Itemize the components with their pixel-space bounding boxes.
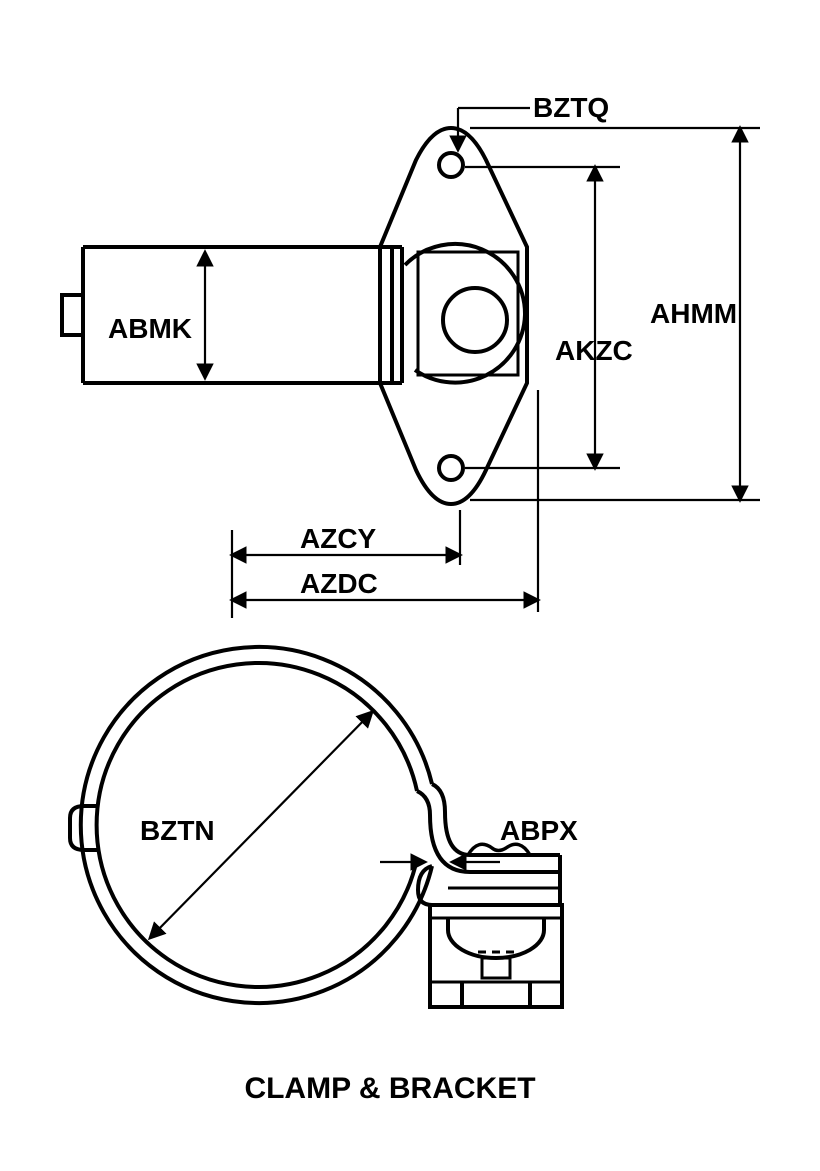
diagram-title: CLAMP & BRACKET — [244, 1072, 535, 1105]
label-bztn: BZTN — [140, 815, 215, 846]
ring — [81, 647, 432, 1003]
label-azdc: AZDC — [300, 568, 378, 599]
label-abpx: ABPX — [500, 815, 578, 846]
label-abmk: ABMK — [108, 313, 192, 344]
label-azcy: AZCY — [300, 523, 377, 554]
diagram-canvas: BZTQ AHMM AKZC ABMK AZCY — [0, 0, 820, 1171]
side-view: BZTN ABPX — [70, 647, 578, 1007]
base-bracket — [430, 905, 562, 1007]
label-bztq: BZTQ — [533, 92, 609, 123]
ring-latch — [70, 806, 98, 850]
dim-akzc — [465, 167, 620, 468]
label-akzc: AKZC — [555, 335, 633, 366]
top-view: BZTQ AHMM AKZC ABMK AZCY — [62, 92, 760, 618]
label-ahmm: AHMM — [650, 298, 737, 329]
